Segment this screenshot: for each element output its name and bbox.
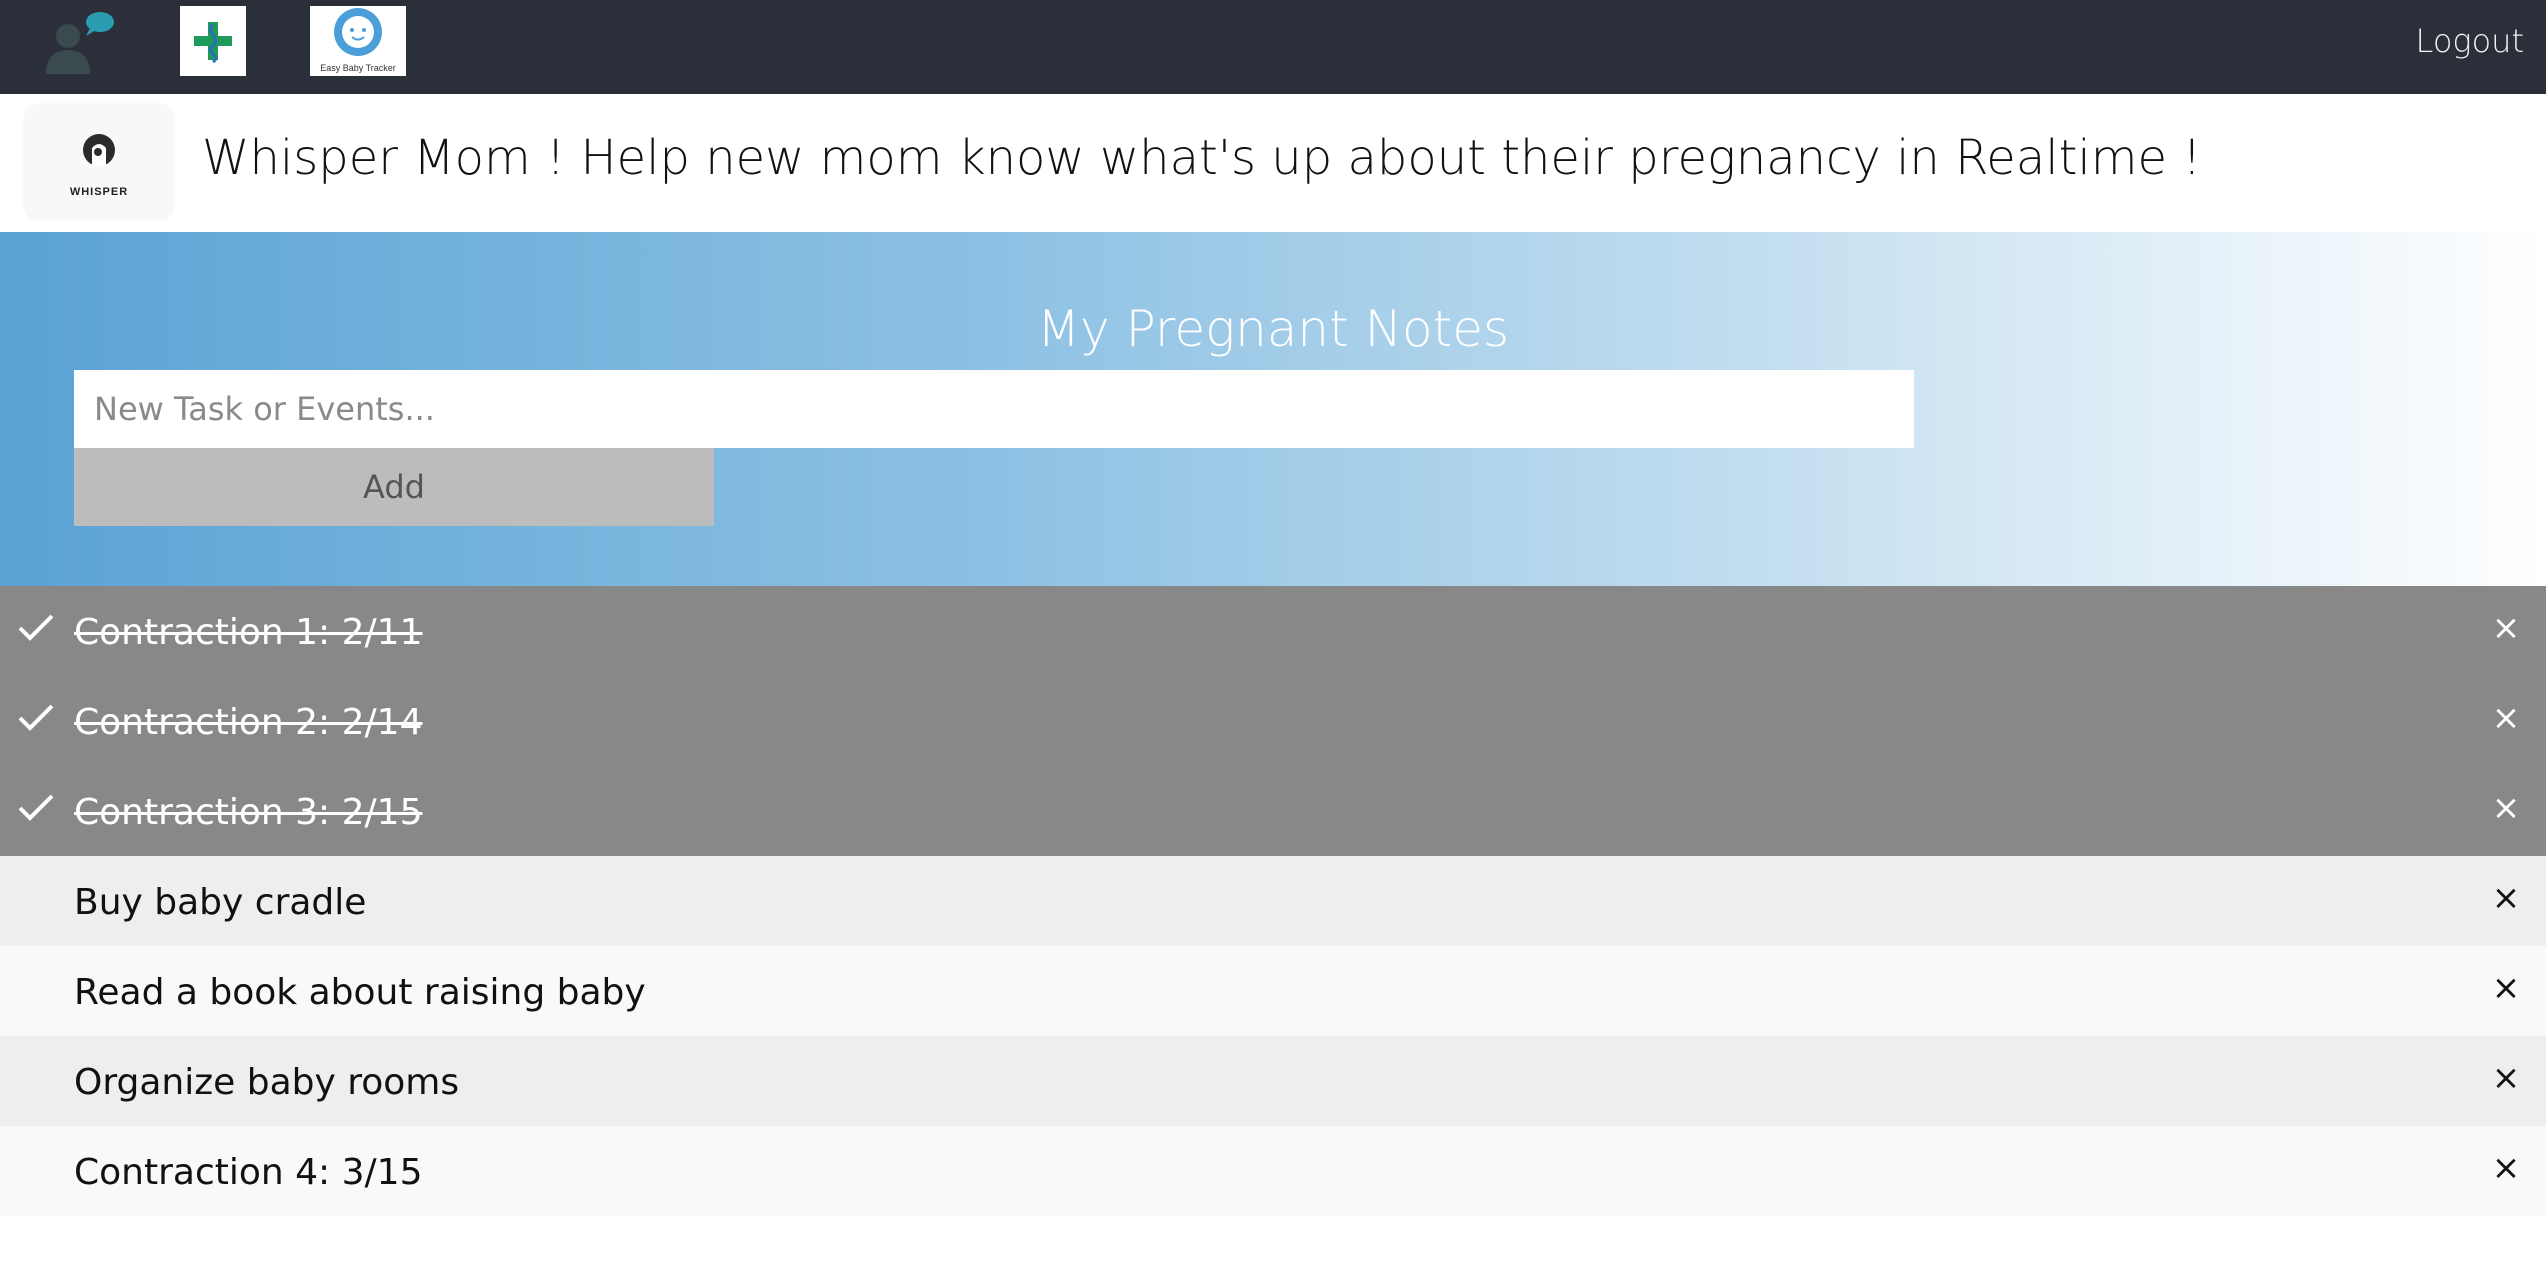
top-navbar: Easy Baby Tracker Logout [0,0,2546,94]
close-icon[interactable]: × [2491,788,2521,828]
app-header: WHISPER Whisper Mom ! Help new mom know … [0,94,2546,232]
task-label: Contraction 3: 2/15 [74,792,423,833]
task-item[interactable]: Contraction 2: 2/14 × [0,676,2546,766]
close-icon[interactable]: × [2491,608,2521,648]
task-item[interactable]: Buy baby cradle × [0,856,2546,946]
checkmark-icon [18,704,54,731]
close-icon[interactable]: × [2491,1148,2521,1188]
task-item[interactable]: Organize baby rooms × [0,1036,2546,1126]
easy-baby-tracker-text: Easy Baby Tracker [320,63,396,73]
medical-cross-logo[interactable] [180,6,246,76]
checkmark-icon [18,614,54,641]
task-label: Contraction 1: 2/11 [74,612,423,653]
task-label: Contraction 2: 2/14 [74,702,423,743]
user-bubble-logo[interactable] [40,6,122,76]
task-label: Contraction 4: 3/15 [74,1152,423,1193]
task-item[interactable]: Contraction 3: 2/15 × [0,766,2546,856]
logout-link[interactable]: Logout [2415,22,2524,60]
new-task-input[interactable] [74,370,1914,448]
close-icon[interactable]: × [2491,1058,2521,1098]
whisper-logo-text: WHISPER [69,186,129,198]
notes-title: My Pregnant Notes [1036,300,1510,358]
task-label: Buy baby cradle [74,882,367,923]
close-icon[interactable]: × [2491,698,2521,738]
mother-silhouette-icon [83,134,115,166]
task-item[interactable]: Contraction 1: 2/11 × [0,586,2546,676]
whisper-logo[interactable]: WHISPER [24,104,174,220]
page-title: Whisper Mom ! Help new mom know what's u… [202,130,2202,186]
task-item[interactable]: Contraction 4: 3/15 × [0,1126,2546,1216]
baby-face-icon [334,8,382,56]
checkmark-icon [18,794,54,821]
task-item[interactable]: Read a book about raising baby × [0,946,2546,1036]
user-chat-icon [46,12,114,74]
add-task-button[interactable]: Add [74,448,714,526]
close-icon[interactable]: × [2491,878,2521,918]
task-label: Organize baby rooms [74,1062,460,1103]
task-list: Contraction 1: 2/11 × Contraction 2: 2/1… [0,586,2546,1216]
close-icon[interactable]: × [2491,968,2521,1008]
easy-baby-tracker-logo[interactable]: Easy Baby Tracker [310,6,406,76]
notes-hero: My Pregnant Notes Add [0,232,2546,586]
task-label: Read a book about raising baby [74,972,646,1013]
medical-cross-icon [194,22,232,64]
